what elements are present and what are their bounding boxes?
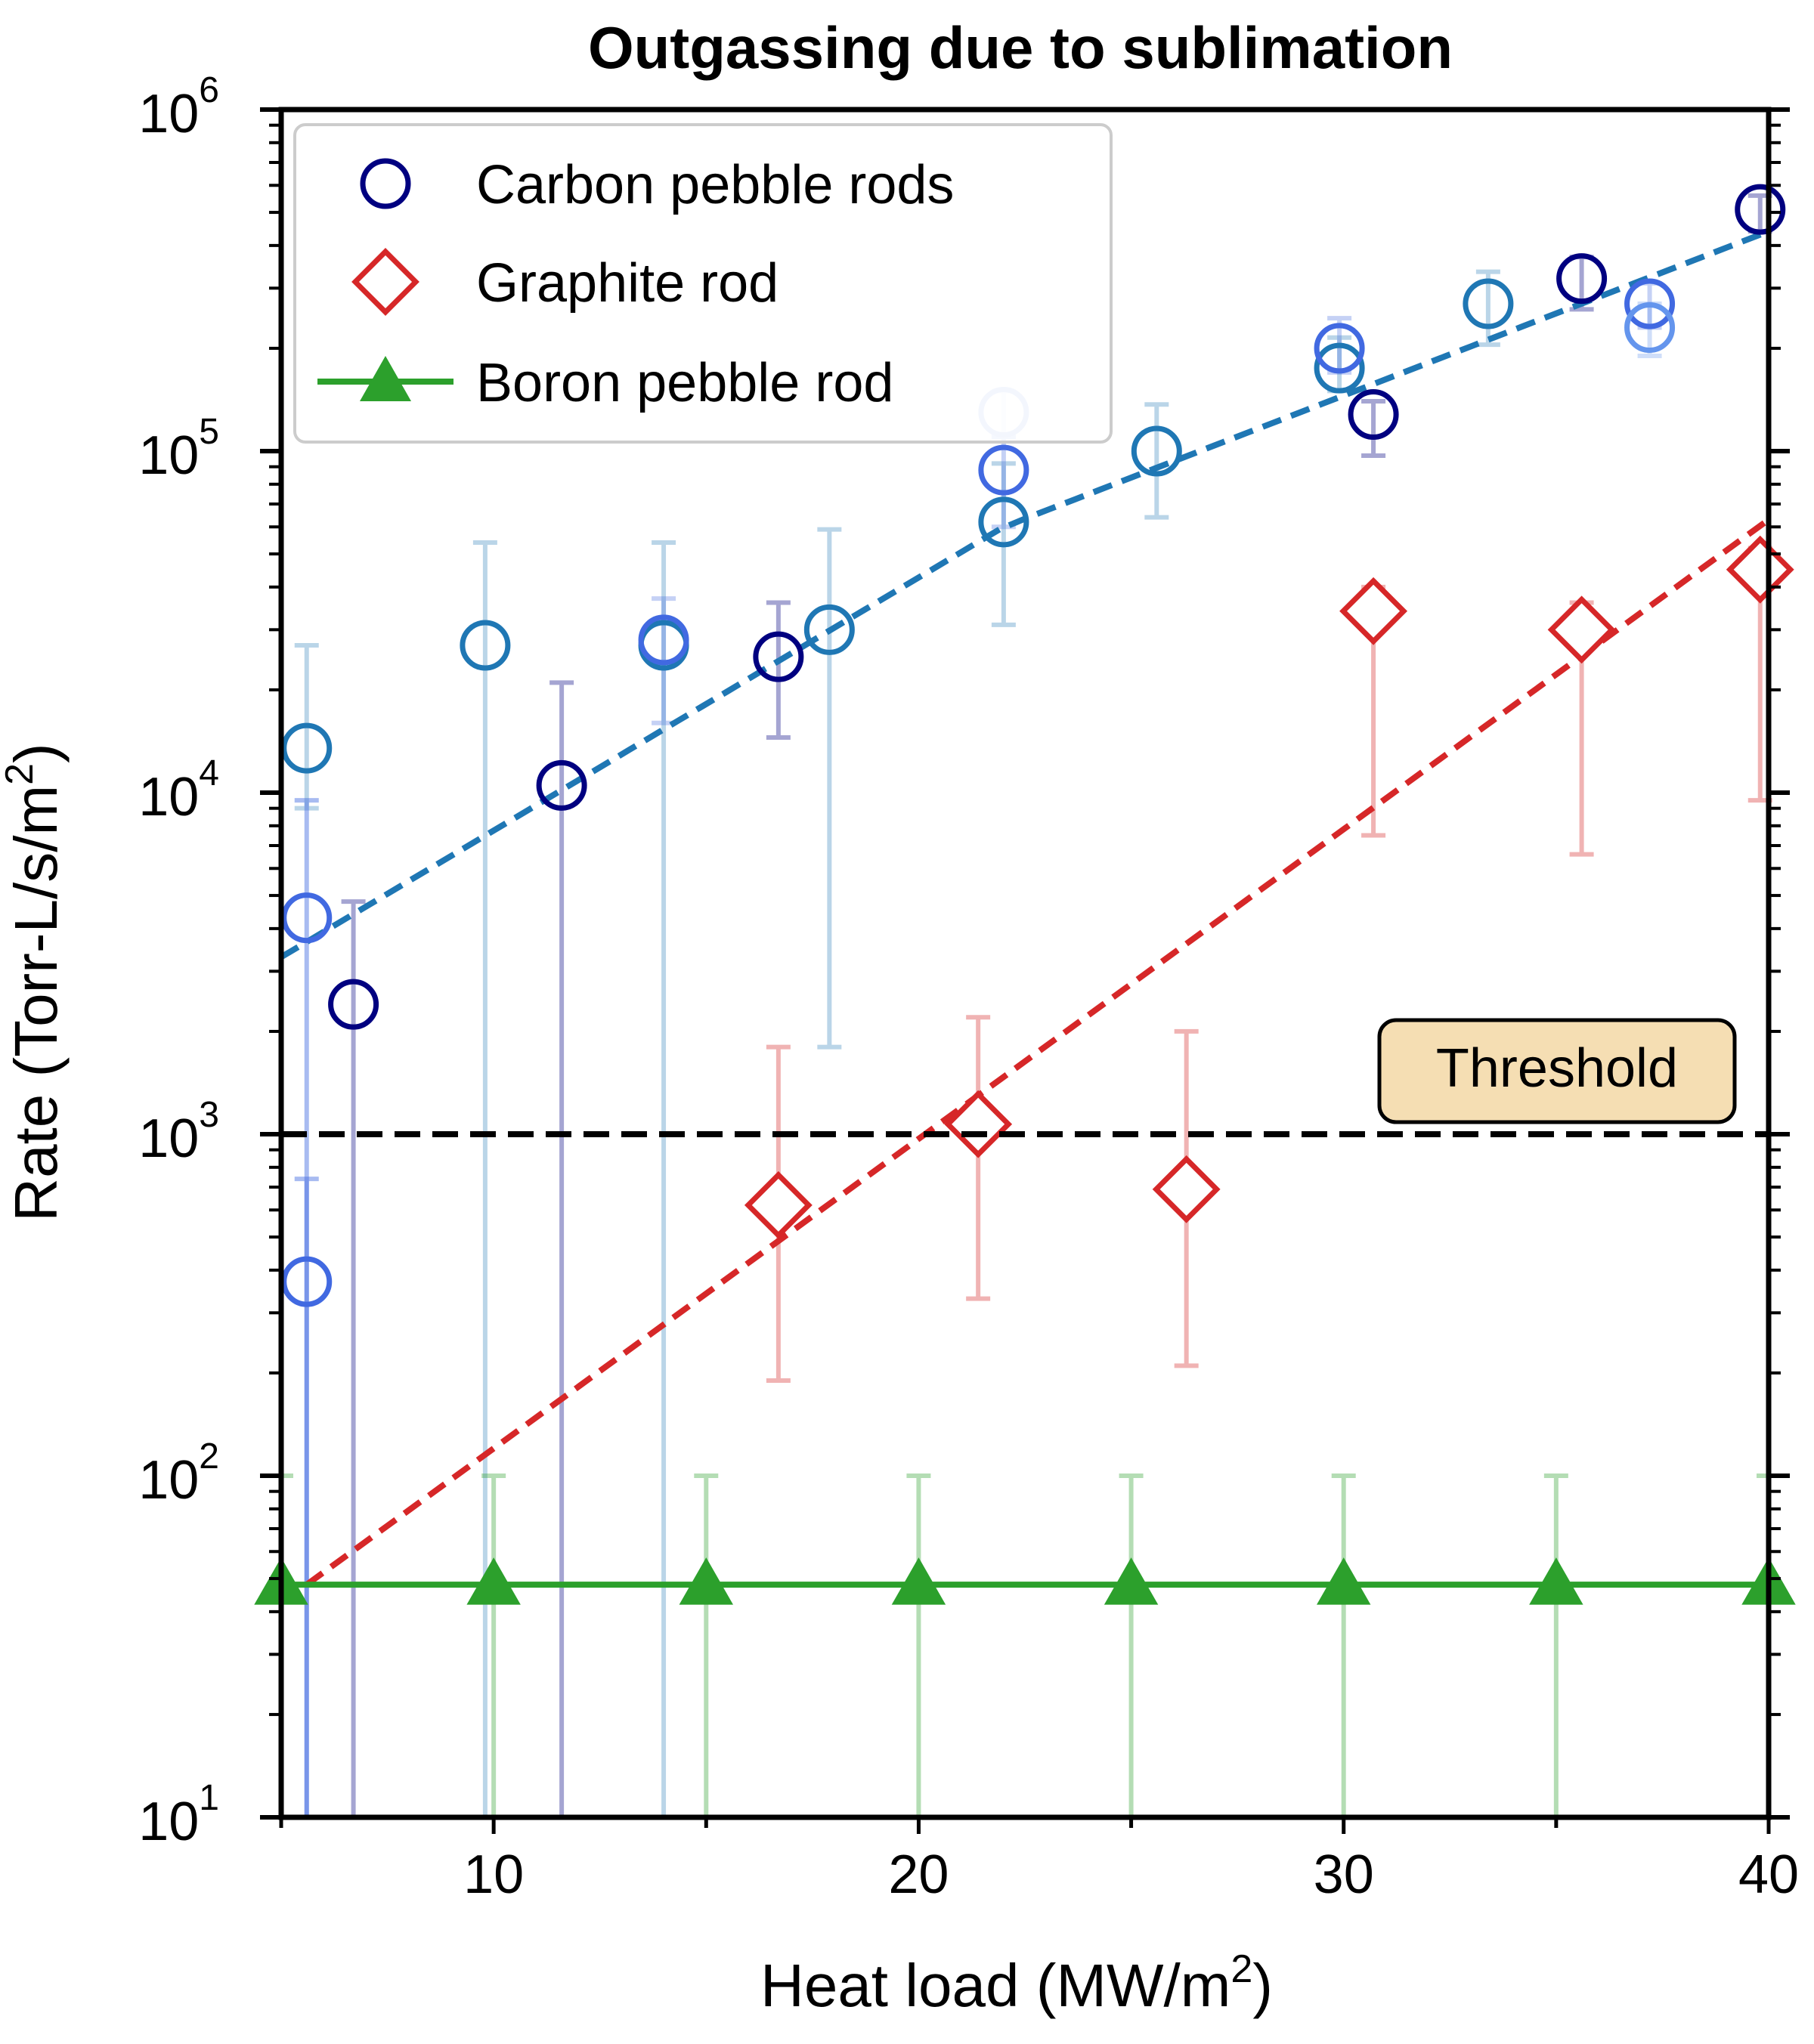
carbon-point <box>638 614 689 666</box>
carbon-error-bar <box>549 680 574 1817</box>
carbon-error-bar <box>817 527 842 1050</box>
carbon-point <box>281 892 333 944</box>
x-axis-label: Heat load (MW/m2) <box>760 1947 1273 2019</box>
chart-title: Outgassing due to sublimation <box>588 14 1453 81</box>
boron-point <box>466 1557 521 1605</box>
carbon-point <box>1624 301 1676 353</box>
y-tick-exponent: 6 <box>199 70 219 110</box>
boron-point <box>891 1557 946 1605</box>
threshold-label-box <box>1377 1018 1737 1124</box>
legend-marker-triangle <box>360 356 411 401</box>
carbon-error-bar <box>1361 398 1386 458</box>
carbon-error-bar <box>472 540 497 1817</box>
y-tick-label: 104 <box>138 753 219 827</box>
y-axis-label: Rate (Torr-L/s/m2) <box>0 743 70 1221</box>
boron-point <box>1316 1557 1371 1605</box>
graphite-point <box>944 1090 1013 1158</box>
y-axis-label-sup: 2 <box>0 763 42 785</box>
graphite-point <box>1339 577 1408 645</box>
graphite-point <box>1547 595 1616 664</box>
y-tick-base: 10 <box>138 1792 199 1852</box>
markers-layer <box>254 184 1796 1605</box>
boron-error-bar <box>694 1473 719 1817</box>
y-tick-base: 10 <box>138 1450 199 1511</box>
carbon-point <box>536 759 587 811</box>
y-tick-label: 103 <box>138 1095 219 1169</box>
y-axis-label-text: Rate (Torr-L/s/m <box>2 785 70 1222</box>
graphite-point <box>1152 1155 1221 1223</box>
x-axis-label-text: Heat load (MW/m <box>760 1952 1230 2019</box>
plot-frame <box>278 107 1772 1820</box>
carbon-error-bar <box>294 798 319 1817</box>
graphite-point <box>1726 535 1794 604</box>
boron-error-bar <box>906 1473 931 1817</box>
y-tick-exponent: 5 <box>199 412 219 452</box>
boron-error-bar <box>1543 1473 1568 1817</box>
x-tick-label: 30 <box>1314 1845 1374 1905</box>
y-tick-exponent: 3 <box>199 1095 219 1135</box>
y-tick-label: 102 <box>138 1436 219 1511</box>
carbon-point <box>803 604 855 655</box>
legend-label: Carbon pebble rods <box>476 155 954 215</box>
y-tick-base: 10 <box>138 1109 199 1169</box>
carbon-point <box>1463 278 1514 329</box>
x-tick-label: 20 <box>888 1845 949 1905</box>
y-tick-label: 106 <box>138 70 219 144</box>
carbon-point <box>1348 389 1399 441</box>
carbon-point <box>978 444 1029 496</box>
threshold-label: Threshold <box>1436 1038 1678 1099</box>
legend-label: Boron pebble rod <box>476 353 893 413</box>
legend-box <box>293 123 1113 444</box>
legend-label: Graphite rod <box>476 253 779 314</box>
carbon-point <box>753 631 804 682</box>
x-tick-label: 10 <box>463 1845 524 1905</box>
x-axis-label-close: ) <box>1252 1952 1273 2019</box>
carbon-point <box>978 496 1029 548</box>
carbon-error-bar <box>652 540 676 1817</box>
carbon-error-bar <box>1475 269 1500 348</box>
boron-error-bar <box>1119 1473 1144 1817</box>
y-tick-exponent: 4 <box>199 753 219 793</box>
boron-point <box>1529 1557 1583 1605</box>
threshold-layer: Threshold <box>281 1018 1769 1137</box>
boron-point <box>679 1557 734 1605</box>
boron-error-bar <box>481 1473 506 1817</box>
y-tick-label: 105 <box>138 412 219 486</box>
carbon-point <box>460 620 511 671</box>
carbon-point <box>1556 253 1608 305</box>
carbon-point <box>1131 425 1182 477</box>
y-tick-base: 10 <box>138 84 199 144</box>
y-axis-label-close: ) <box>2 743 70 763</box>
boron-point <box>1104 1557 1159 1605</box>
y-tick-base: 10 <box>138 425 199 486</box>
legend-marker-diamond <box>351 248 419 316</box>
y-tick-exponent: 1 <box>199 1778 219 1818</box>
carbon-point <box>1314 342 1365 394</box>
legend-marker-circle <box>360 158 411 209</box>
y-tick-exponent: 2 <box>199 1436 219 1477</box>
carbon-point <box>281 722 333 774</box>
carbon-error-bar <box>1144 402 1169 520</box>
carbon-point <box>328 979 379 1030</box>
carbon-point <box>1735 184 1786 235</box>
carbon-point <box>281 1256 333 1307</box>
x-axis-label-sup: 2 <box>1230 1947 1252 1991</box>
x-tick-label: 40 <box>1738 1845 1799 1905</box>
legend: Carbon pebble rods Graphite rod Boron pebb… <box>293 123 1113 444</box>
carbon-error-bar <box>341 899 366 1817</box>
carbon-error-bar <box>294 1177 319 1817</box>
y-tick-base: 10 <box>138 767 199 827</box>
boron-error-bar <box>1331 1473 1356 1817</box>
graphite-point <box>744 1170 813 1239</box>
carbon-point <box>1624 278 1676 329</box>
carbon-point <box>1314 323 1365 374</box>
y-tick-label: 101 <box>138 1778 219 1852</box>
carbon-error-bar <box>766 600 791 741</box>
